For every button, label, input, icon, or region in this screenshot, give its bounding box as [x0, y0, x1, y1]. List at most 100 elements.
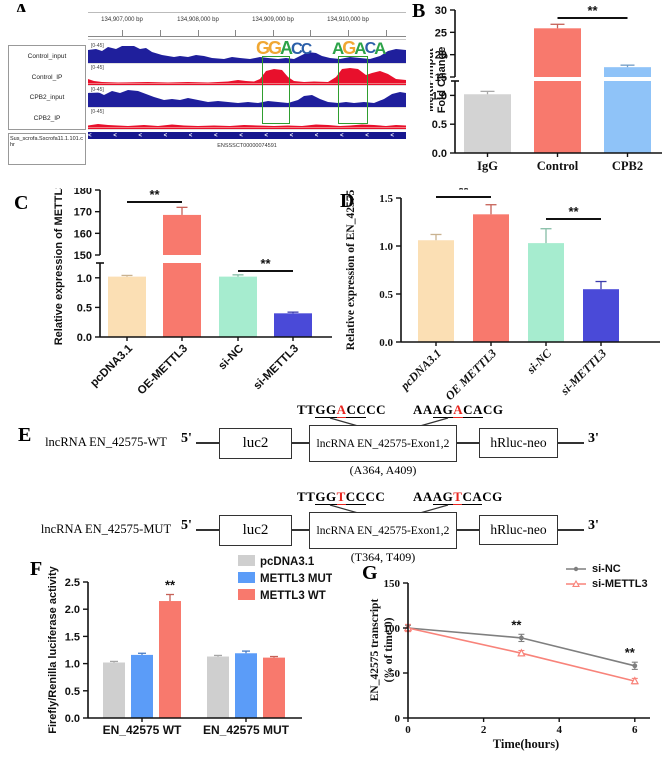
exon-box: lncRNA EN_42575-Exon1,2	[309, 512, 457, 549]
mutated-base: T	[453, 489, 463, 505]
legend-swatch	[238, 555, 255, 566]
motif-highlight-box	[262, 56, 290, 124]
data-line	[407, 627, 635, 667]
bar	[464, 94, 511, 153]
logo-letter: C	[364, 40, 376, 58]
bar	[159, 601, 181, 718]
data-point	[630, 676, 639, 685]
chart-text: si-METTL3	[252, 343, 302, 393]
three-prime-label: 3'	[588, 518, 599, 533]
panel-e-label: E	[18, 424, 32, 446]
bar	[604, 81, 651, 153]
legend-swatch	[238, 589, 255, 600]
chart-text: 6	[632, 724, 638, 736]
chart-text: Time(hours)	[493, 737, 559, 751]
logo-letter: C	[300, 40, 312, 58]
hrluc-neo-box: hRluc-neo	[479, 515, 558, 545]
chart-text: 4	[556, 724, 562, 736]
chart-text: Relative expression of METTL3	[53, 188, 65, 345]
chart-text: 0.0	[432, 148, 447, 160]
bar	[163, 214, 201, 255]
legend-swatch	[238, 572, 255, 583]
coverage-profile	[88, 124, 406, 129]
logo-letter: A	[374, 38, 386, 58]
chart-text: si-NC	[216, 343, 246, 373]
sequence-segment: CC	[366, 402, 387, 417]
data-point	[632, 663, 638, 669]
mutated-base: A	[453, 402, 464, 418]
ruler-tick	[122, 30, 123, 36]
chart-text: pcDNA3.1	[397, 346, 444, 393]
chart-text: 150	[74, 250, 92, 262]
sequence-segment: TT	[297, 402, 316, 417]
ruler-coordinate: 134,907,000 bp	[101, 17, 143, 23]
chart-text: 0.5	[432, 119, 447, 131]
motif-connector-lines	[329, 504, 449, 514]
sequence-segment: CG	[482, 402, 504, 417]
chart-text: Fold Change	[436, 47, 448, 114]
chart-text: 30	[435, 5, 447, 17]
chart-text: 0.5	[65, 686, 80, 698]
bar	[103, 662, 125, 718]
bar	[528, 243, 564, 342]
backbone-line	[558, 442, 584, 444]
track-label: CPB2_IP	[33, 115, 61, 123]
mutated-base: A	[336, 402, 347, 418]
chart-text: 1.0	[432, 90, 447, 102]
bar	[473, 214, 509, 342]
backbone-line	[457, 442, 479, 444]
chart-text: **	[568, 204, 579, 219]
ruler-tick	[386, 30, 387, 36]
coverage-track-control-ip	[88, 68, 406, 86]
sequence-segment: GG	[315, 489, 337, 505]
logo-letter: A	[354, 38, 366, 58]
chart-text: pcDNA3.1	[88, 342, 135, 389]
chart-text: 2	[481, 724, 487, 736]
chart-text: si-NC	[523, 346, 555, 378]
chart-text: OE-METTL3	[136, 343, 191, 398]
logo-letter: A	[280, 37, 293, 58]
chart-text: Relative expression of EN_42575	[346, 190, 357, 351]
motif-connector-lines	[329, 417, 449, 427]
chart-text: 0.5	[77, 302, 92, 314]
panel-g-label: G	[362, 562, 378, 584]
chart-text: 15	[435, 72, 447, 84]
chart-text: si-METTL3	[557, 346, 609, 398]
chart-text: MeRIP/Input	[430, 48, 436, 112]
bar	[418, 240, 454, 342]
bar	[219, 276, 257, 337]
chart-text: IgG	[477, 159, 498, 173]
chart-text: **	[165, 578, 176, 593]
construct-name: lncRNA EN_42575-WT	[45, 435, 167, 449]
motif-sequence: AAAGACACG	[413, 402, 503, 418]
chart-text: EN_42575 MUT	[203, 723, 290, 737]
coverage-track-cpb2-input	[88, 90, 406, 108]
sequence-segment: TT	[297, 489, 316, 504]
chart-text: METTL3 MUT	[260, 573, 332, 585]
bar	[207, 656, 229, 718]
chart-text: 1.0	[65, 659, 80, 671]
bar	[163, 263, 201, 337]
chart-text: 1.0	[77, 273, 92, 285]
ruler-line-2	[88, 39, 406, 40]
logo-letter: G	[342, 37, 356, 58]
motif-sequence: TTGGACCCC	[297, 402, 386, 418]
coverage-track-control-input	[88, 46, 406, 64]
en42575-expression-chart: 0.0 0.5 1.0 1.5 pcDNA3.1OE METTL3 si-NC si-MET…	[346, 188, 660, 402]
panel-f-label: F	[30, 558, 43, 580]
chart-text: **	[458, 188, 469, 197]
bar	[534, 81, 581, 153]
construct-name: lncRNA EN_42575-MUT	[40, 522, 172, 536]
luc2-box: luc2	[219, 428, 292, 459]
chart-text: 150	[384, 578, 401, 590]
sequence-segment: CA	[462, 489, 483, 505]
backbone-line	[196, 529, 219, 531]
logo-letter: A	[332, 38, 344, 58]
transcript-stability-chart: 0 50 100 150 0 2 4 6 ** ** EN_42575 transcript (% o…	[369, 563, 650, 751]
sequence-segment: CC	[346, 402, 367, 418]
panel-b-label: B	[412, 0, 426, 22]
data-point	[517, 648, 526, 657]
bar	[604, 67, 651, 77]
genome-label-box: Sus_scrofa.Sscrofa11.1.101.chr	[8, 133, 86, 165]
